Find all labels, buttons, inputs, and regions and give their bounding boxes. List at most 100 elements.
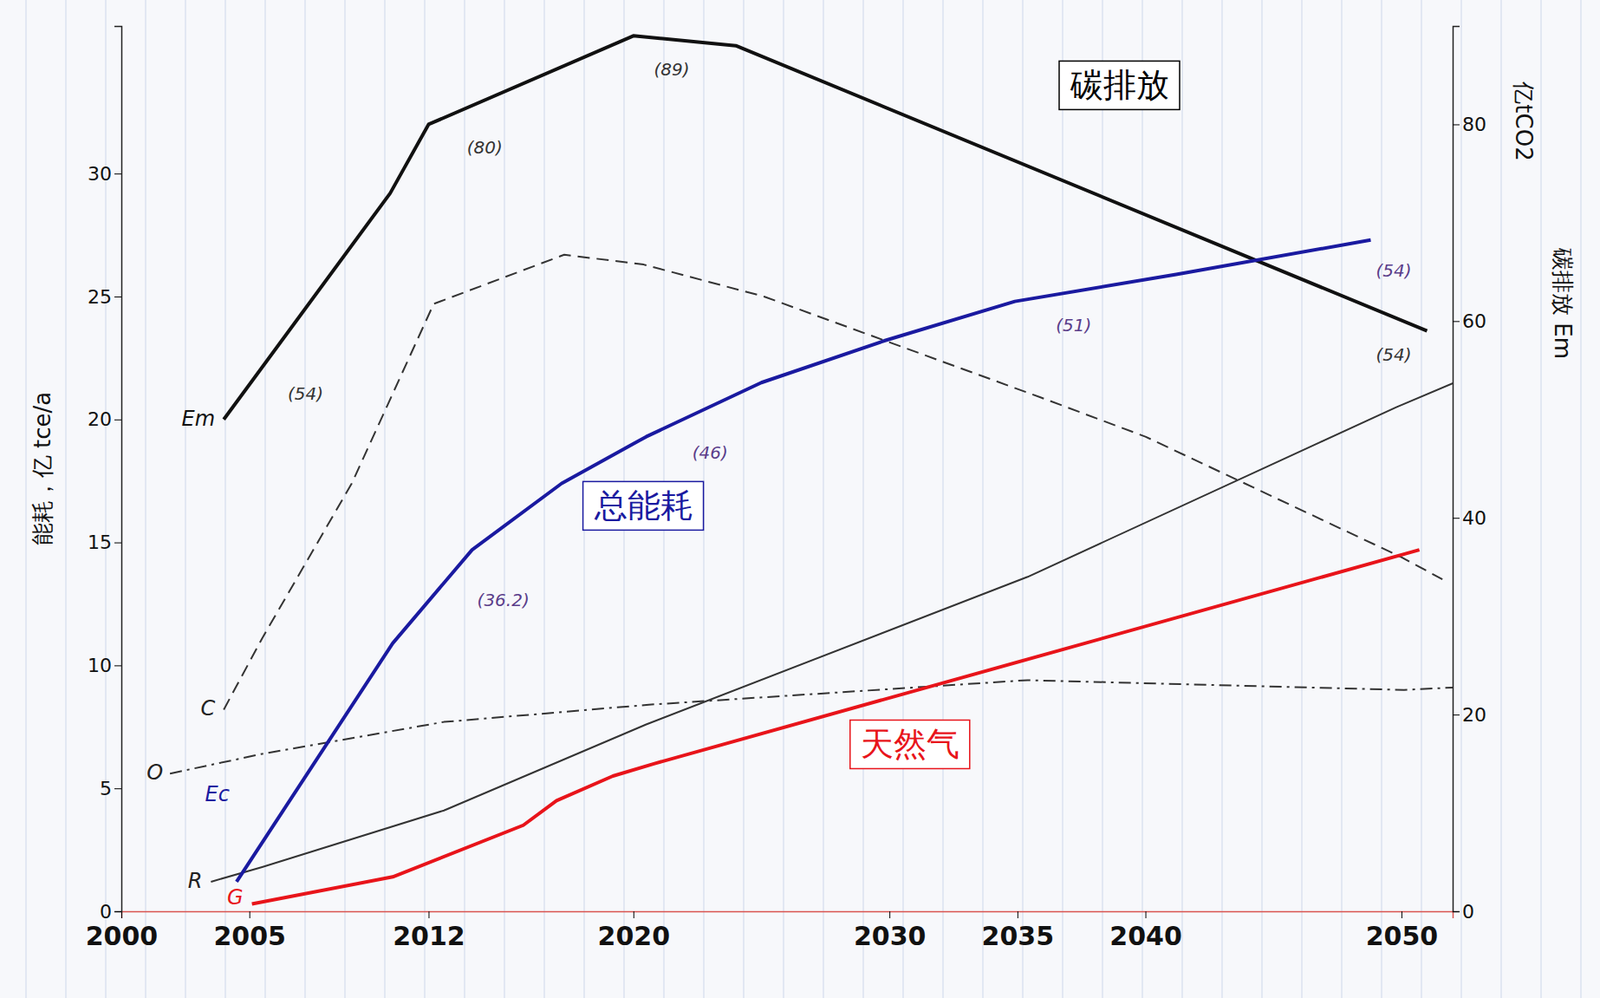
x-axis-tick-mark	[428, 910, 430, 918]
series-line	[236, 240, 1372, 882]
box-frame	[850, 719, 970, 768]
y2-axis-tick-mark	[1452, 320, 1460, 322]
y2-axis-tick: 60	[1452, 310, 1487, 332]
x-axis-tick-label: 2012	[392, 920, 466, 951]
y-axis-tick: 30	[87, 162, 122, 185]
series-name: R	[188, 868, 203, 893]
x-axis-tick-label: 2040	[1109, 920, 1183, 951]
paper-rule	[384, 0, 386, 998]
box-frame	[583, 481, 704, 530]
y2-axis-tick-label: 0	[1462, 900, 1475, 923]
annotation: (80)	[467, 136, 503, 158]
x-axis-tick-label: 2050	[1365, 920, 1439, 951]
paper-rule	[424, 0, 426, 998]
y-axis-tick: 20	[87, 408, 122, 430]
x-axis-tick-mark	[249, 910, 251, 918]
paper-rule	[305, 0, 306, 998]
paper-rule	[544, 0, 546, 998]
x-axis-tick: 2005	[213, 910, 287, 951]
boxed-label: 碳排放	[1059, 60, 1180, 110]
y2-axis-tick-label: 20	[1462, 703, 1487, 726]
paper-rule	[185, 0, 187, 998]
paper-rule	[225, 0, 227, 998]
paper-ground	[0, 0, 1600, 998]
series-line	[223, 254, 1443, 710]
x-axis-tick: 2035	[982, 910, 1055, 951]
plot: 2000200520122020203020352040205005101520…	[85, 26, 1487, 952]
annotation: (54)	[287, 383, 324, 404]
series-name: C	[200, 695, 215, 721]
paper	[0, 0, 1600, 998]
y-axis-tick-mark	[114, 787, 122, 789]
annotation: (46)	[692, 442, 729, 463]
paper-rule	[1421, 0, 1423, 998]
x-axis-tick-label: 2005	[213, 920, 287, 951]
y2-axis-tick: 0	[1452, 900, 1475, 923]
paper-rule	[65, 0, 67, 998]
paper-rule	[1301, 0, 1303, 998]
x-axis-tick: 2040	[1109, 910, 1183, 951]
box-text: 天然气	[860, 724, 960, 763]
boxed-label: 总能耗	[583, 481, 704, 530]
y2-axis-tick-mark	[1452, 517, 1460, 519]
series-name: Ec	[205, 781, 230, 807]
series-lines	[169, 35, 1453, 904]
y-axis-tick-label: 10	[87, 654, 112, 677]
y-axis-tick-mark	[114, 542, 122, 544]
annotation: (51)	[1055, 314, 1092, 336]
paper-rule	[1142, 0, 1144, 998]
paper-rule	[105, 0, 107, 998]
y2-axis-tick-label: 40	[1462, 507, 1487, 529]
y2-axis-tick-mark	[1452, 123, 1460, 125]
boxed-label: 天然气	[850, 719, 970, 768]
y2-axis-title: 亿tCO2	[1510, 80, 1537, 161]
y-axis-line	[114, 26, 123, 912]
paper-rule	[1102, 0, 1104, 998]
y-axis-title: 能耗，亿 tce/a	[29, 391, 56, 546]
x-axis-tick: 2020	[598, 910, 671, 951]
y2-axis-tick-label: 60	[1462, 310, 1487, 332]
x-axis: 2000 2005 2012 2020 2030 2035 2040 2050	[85, 910, 1454, 951]
paper-rule	[863, 0, 865, 998]
annotation: (89)	[653, 58, 690, 80]
series-name: O	[146, 760, 163, 785]
paper-rule	[982, 0, 984, 998]
y-axis-tick-label: 30	[87, 162, 112, 185]
annotation: (36.2)	[477, 589, 530, 611]
y-axis-tick-mark	[114, 173, 122, 175]
y2-axis-tick-mark	[1452, 714, 1460, 716]
x-axis-tick: 2050	[1365, 910, 1439, 951]
paper-rule	[1501, 0, 1503, 998]
paper-rule	[265, 0, 267, 998]
paper-rule	[783, 0, 785, 998]
paper-rule	[1222, 0, 1223, 998]
x-axis-tick-label: 2020	[598, 920, 671, 951]
x-axis-tick-label: 2030	[853, 920, 926, 951]
annotation: (54)	[1375, 260, 1412, 281]
y2-axis-line	[1453, 26, 1461, 912]
x-axis-tick-label: 2035	[982, 920, 1055, 951]
x-axis-tick-mark	[1017, 910, 1019, 918]
paper-rule	[344, 0, 346, 998]
paper-rule	[26, 0, 27, 998]
box-frame	[1059, 60, 1180, 110]
y-axis-tick: 10	[87, 654, 122, 677]
y-axis-tick: 25	[87, 286, 122, 308]
y-axis-tick-label: 0	[99, 900, 112, 923]
paper-rule	[943, 0, 944, 998]
y-axis-tick-label: 5	[99, 777, 112, 800]
paper-rule	[145, 0, 147, 998]
x-axis-tick-label: 2000	[85, 920, 159, 951]
box-text: 碳排放	[1069, 65, 1170, 105]
y-axis-tick: 0	[99, 900, 122, 923]
paper-rule	[1461, 0, 1463, 998]
series-line	[210, 379, 1453, 882]
y-axis-tick-mark	[114, 419, 122, 421]
paper-rule	[903, 0, 905, 998]
paper-rule	[1022, 0, 1024, 998]
x-axis-tick-mark	[1401, 910, 1403, 918]
y-axis-tick-label: 20	[87, 408, 112, 430]
y-axis-tick: 5	[99, 777, 122, 800]
series-name: Em	[182, 406, 216, 431]
paper-rule	[1541, 0, 1542, 998]
